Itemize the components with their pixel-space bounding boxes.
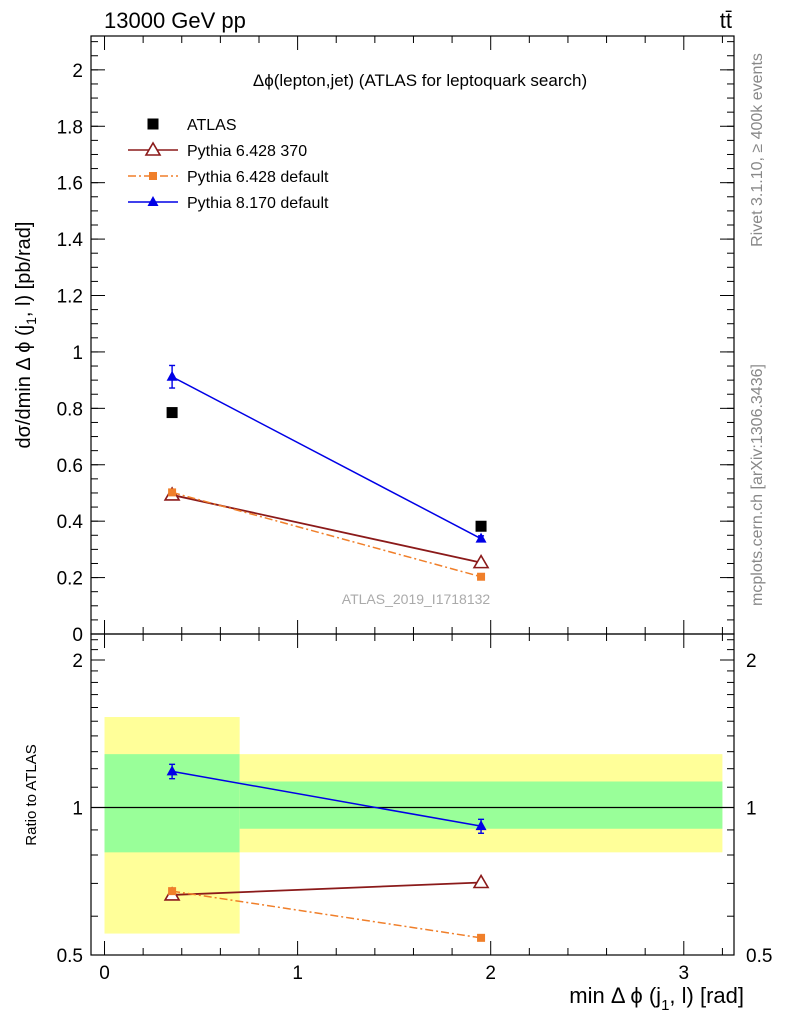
legend-pythia-8-170-default-marker [147, 196, 159, 206]
ratio-pythia-6-428-default-line [171, 890, 482, 939]
watermark-label: ATLAS_2019_I1718132 [342, 591, 491, 607]
top-pythia-6-428-370-point [472, 554, 490, 569]
ratio-y-tick-label-left: 2 [72, 651, 83, 672]
legend-atlas-marker [147, 118, 159, 130]
x-tick-label: 2 [485, 963, 496, 984]
ratio-pythia-8-170-default-line [171, 770, 482, 827]
ratio-y-tick-label-right: 0.5 [746, 946, 772, 967]
x-tick-label: 0 [99, 963, 110, 984]
ratio-y-tick-label-left: 1 [72, 799, 83, 820]
legend-pythia-6-428-default-marker [149, 172, 157, 180]
top-y-tick-label: 1.6 [57, 174, 83, 195]
legend: ATLAS Pythia 6.428 370 Pythia 6.428 defaul… [128, 117, 329, 212]
ratio-y-tick-label-left: 0.5 [57, 946, 83, 967]
top-y-tick-label: 1.2 [57, 287, 83, 308]
top-pythia-6-428-default-line [171, 491, 482, 578]
top-y-tick-label: 0.6 [57, 456, 83, 477]
x-tick-label: 1 [292, 963, 303, 984]
axes-group: 0 0.2 0.4 0.6 0.8 1 1.2 1.4 1.6 1.8 2 0 1 2 3 0.5 0.5 1 1 2… [57, 35, 772, 984]
ratio-series-group [163, 763, 490, 942]
mcplots-label: mcplots.cern.ch [arXiv:1306.3436] [749, 364, 766, 606]
top-y-tick-label: 0.4 [57, 512, 84, 533]
top-pythia-6-428-default-point [477, 572, 486, 581]
top-y-tick-label: 1.4 [57, 230, 84, 251]
ratio-y-tick-label-right: 1 [746, 799, 757, 820]
top-atlas-point [475, 520, 487, 532]
top-y-tick-label: 0.8 [57, 399, 83, 420]
legend-pythia-8-170-default-label: Pythia 8.170 default [187, 195, 329, 212]
ratio-y-tick-label-right: 2 [746, 651, 757, 672]
top-y-axis-label: dσ/dmin Δ ϕ (j1, l) [pb/rad] [13, 221, 39, 448]
ratio-pythia-8-170-default-point [166, 765, 178, 776]
top-y-tick-label: 0.2 [57, 569, 83, 590]
legend-pythia-6-428-370-label: Pythia 6.428 370 [187, 143, 307, 160]
header-right: tt̄ [720, 8, 732, 33]
top-pythia-8-170-default-point [475, 532, 487, 543]
ratio-y-axis-label: Ratio to ATLAS [23, 744, 40, 845]
legend-pythia-6-428-370-marker [144, 141, 162, 156]
top-y-tick-label: 0 [72, 625, 83, 646]
rivet-label: Rivet 3.1.10, ≥ 400k events [749, 53, 766, 247]
ratio-pythia-6-428-370-point [472, 873, 490, 889]
top-y-tick-label: 1.8 [57, 117, 83, 138]
top-pythia-8-170-default-line [171, 376, 482, 540]
top-pythia-8-170-default-point [166, 370, 178, 381]
top-pythia-6-428-default-point [168, 488, 177, 497]
ratio-pythia-8-170-default-point [475, 820, 487, 831]
main-title: Δϕ(lepton,jet) (ATLAS for leptoquark sea… [253, 71, 587, 90]
legend-atlas-label: ATLAS [187, 117, 237, 134]
header-left: 13000 GeV pp [104, 8, 246, 33]
x-tick-label: 3 [679, 963, 690, 984]
legend-pythia-6-428-default-label: Pythia 6.428 default [187, 169, 329, 186]
ratio-panel-frame [90, 633, 735, 956]
top-y-tick-label: 1 [72, 343, 83, 364]
ratio-pythia-6-428-370-line [172, 881, 482, 896]
top-y-tick-label: 2 [72, 61, 83, 82]
top-atlas-point [166, 407, 178, 419]
x-axis-label: min Δ ϕ (j1, l) [rad] [569, 983, 744, 1014]
top-series-group [163, 364, 490, 581]
ratio-uncertainty-bands [104, 717, 723, 934]
ratio-pythia-6-428-default-point [477, 933, 486, 942]
ratio-pythia-6-428-default-point [168, 887, 177, 896]
